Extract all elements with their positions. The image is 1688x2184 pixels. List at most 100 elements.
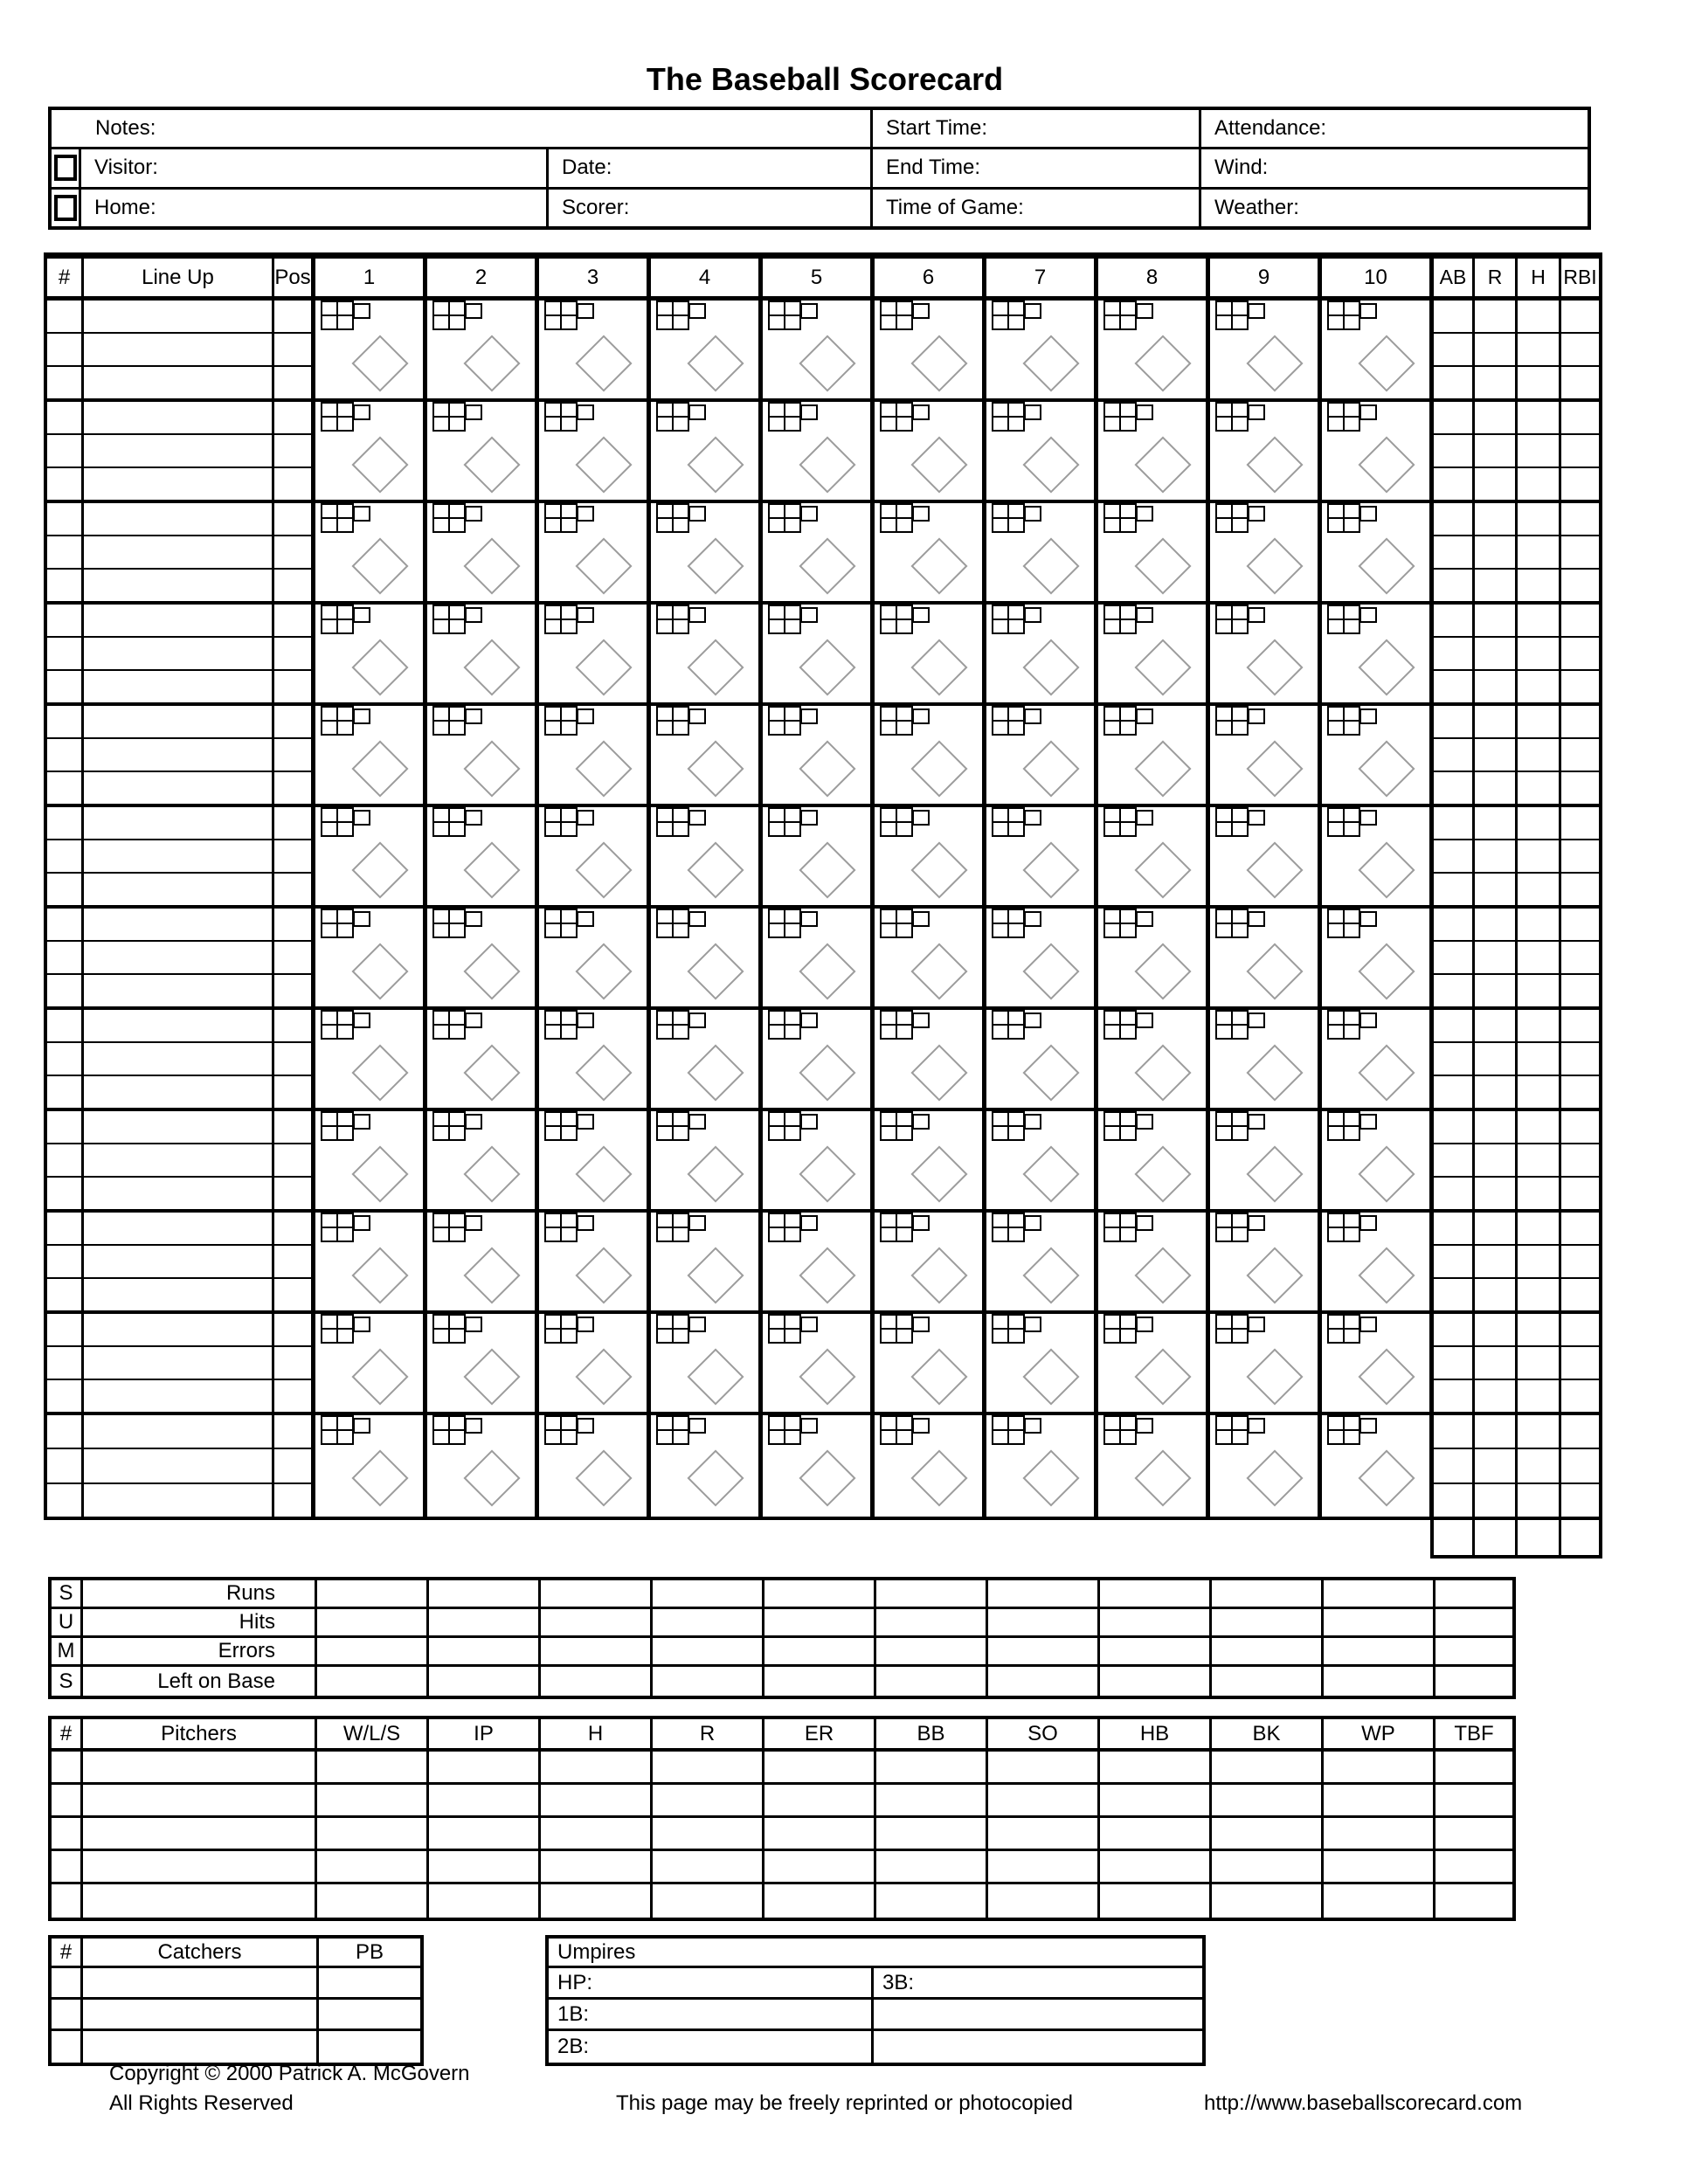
pitch-count-box[interactable]	[1119, 619, 1137, 634]
lineup-name-cell[interactable]	[84, 1043, 272, 1076]
hits-cell[interactable]	[1518, 334, 1559, 367]
lineup-name-cell[interactable]	[84, 739, 272, 772]
lineup-name-cell[interactable]	[84, 503, 272, 536]
pitch-count-box[interactable]	[465, 708, 482, 724]
pitch-count-box[interactable]	[896, 1429, 913, 1445]
pitch-count-box[interactable]	[432, 517, 450, 533]
hits-cell[interactable]	[1518, 706, 1559, 739]
ab-cell[interactable]	[1434, 1484, 1472, 1517]
pitch-count-box[interactable]	[1215, 720, 1233, 736]
runs-cell[interactable]	[1475, 1380, 1515, 1412]
pitch-count-box[interactable]	[1103, 720, 1121, 736]
pitch-count-box[interactable]	[353, 1013, 370, 1028]
batter-number-cell[interactable]	[47, 1111, 81, 1144]
pitch-count-box[interactable]	[800, 607, 818, 623]
lineup-name-cell[interactable]	[84, 807, 272, 840]
hits-cell[interactable]	[1518, 503, 1559, 536]
position-cell[interactable]	[274, 638, 311, 671]
runs-cell[interactable]	[1475, 739, 1515, 772]
batter-number-cell[interactable]	[47, 367, 81, 398]
pitch-count-box[interactable]	[768, 1227, 785, 1242]
pitch-count-box[interactable]	[1007, 1125, 1025, 1141]
pitcher-number-cell[interactable]	[52, 1851, 83, 1882]
inning-cell[interactable]	[315, 605, 427, 702]
batter-number-cell[interactable]	[47, 840, 81, 874]
pitcher-stat-cell[interactable]	[988, 1752, 1100, 1782]
pitch-count-box[interactable]	[448, 1429, 466, 1445]
pitch-count-box[interactable]	[896, 1227, 913, 1242]
runs-cell[interactable]	[1475, 1314, 1515, 1347]
pitch-count-box[interactable]	[784, 821, 801, 837]
position-cell[interactable]	[274, 536, 311, 570]
notes-field[interactable]: Notes:	[52, 110, 873, 148]
pitch-count-box[interactable]	[544, 720, 562, 736]
pitch-count-box[interactable]	[1343, 923, 1360, 938]
pitch-count-box[interactable]	[448, 517, 466, 533]
ab-cell[interactable]	[1434, 1279, 1472, 1310]
pitch-count-box[interactable]	[353, 810, 370, 826]
inning-cell[interactable]	[1322, 503, 1434, 601]
position-cell[interactable]	[274, 909, 311, 942]
sums-value-cell[interactable]	[653, 1580, 764, 1607]
pitch-count-box[interactable]	[1136, 1317, 1153, 1332]
pitch-count-box[interactable]	[560, 314, 578, 330]
position-cell[interactable]	[274, 1347, 311, 1380]
rbi-cell[interactable]	[1561, 1415, 1599, 1450]
inning-cell[interactable]	[427, 503, 539, 601]
pitch-count-box[interactable]	[768, 720, 785, 736]
pitch-count-box[interactable]	[992, 1227, 1009, 1242]
inning-cell[interactable]	[763, 503, 875, 601]
pitch-count-box[interactable]	[321, 1328, 338, 1344]
sums-value-cell[interactable]	[317, 1667, 429, 1696]
pitcher-stat-cell[interactable]	[317, 1752, 429, 1782]
inning-cell[interactable]	[539, 1213, 651, 1310]
lineup-name-cell[interactable]	[84, 605, 272, 638]
sums-value-cell[interactable]	[764, 1638, 876, 1664]
sums-value-cell[interactable]	[1435, 1667, 1512, 1696]
inning-cell[interactable]	[427, 1415, 539, 1517]
pitch-count-box[interactable]	[544, 1429, 562, 1445]
pitch-count-box[interactable]	[1103, 1024, 1121, 1040]
inning-cell[interactable]	[1322, 1213, 1434, 1310]
pitch-count-box[interactable]	[1248, 1013, 1265, 1028]
hits-cell[interactable]	[1518, 1144, 1559, 1178]
rbi-cell[interactable]	[1561, 942, 1599, 975]
pitcher-stat-cell[interactable]	[764, 1818, 876, 1849]
pitch-count-box[interactable]	[432, 1024, 450, 1040]
pitch-count-box[interactable]	[336, 1429, 354, 1445]
pitch-count-box[interactable]	[768, 619, 785, 634]
runs-cell[interactable]	[1475, 874, 1515, 905]
inning-cell[interactable]	[875, 402, 986, 500]
pitch-count-box[interactable]	[1248, 810, 1265, 826]
hits-cell[interactable]	[1518, 570, 1559, 601]
pitch-count-box[interactable]	[448, 1024, 466, 1040]
batter-number-cell[interactable]	[47, 706, 81, 739]
pitch-count-box[interactable]	[1136, 1013, 1153, 1028]
pitch-count-box[interactable]	[896, 821, 913, 837]
inning-cell[interactable]	[315, 807, 427, 905]
inning-cell[interactable]	[875, 1314, 986, 1412]
inning-cell[interactable]	[763, 807, 875, 905]
pitcher-name-cell[interactable]	[83, 1851, 317, 1882]
ab-cell[interactable]	[1434, 570, 1472, 601]
batter-number-cell[interactable]	[47, 1347, 81, 1380]
inning-cell[interactable]	[1098, 402, 1210, 500]
lineup-name-cell[interactable]	[84, 334, 272, 367]
inning-cell[interactable]	[986, 807, 1098, 905]
ab-cell[interactable]	[1434, 1213, 1472, 1246]
pitch-count-box[interactable]	[1327, 821, 1345, 837]
batter-number-cell[interactable]	[47, 435, 81, 468]
inning-cell[interactable]	[1098, 1111, 1210, 1209]
pitch-count-box[interactable]	[321, 314, 338, 330]
pitch-count-box[interactable]	[912, 1418, 930, 1434]
rbi-cell[interactable]	[1561, 638, 1599, 671]
pitcher-stat-cell[interactable]	[1212, 1785, 1324, 1815]
rbi-cell[interactable]	[1561, 1380, 1599, 1412]
position-cell[interactable]	[274, 1076, 311, 1108]
pitcher-stat-cell[interactable]	[1212, 1752, 1324, 1782]
umpire-2b-field[interactable]: 2B:	[549, 2031, 874, 2063]
runs-cell[interactable]	[1475, 772, 1515, 804]
pitch-count-box[interactable]	[880, 1125, 897, 1141]
rbi-cell[interactable]	[1561, 909, 1599, 942]
umpire-3b-field[interactable]: 3B:	[874, 1968, 1202, 1997]
